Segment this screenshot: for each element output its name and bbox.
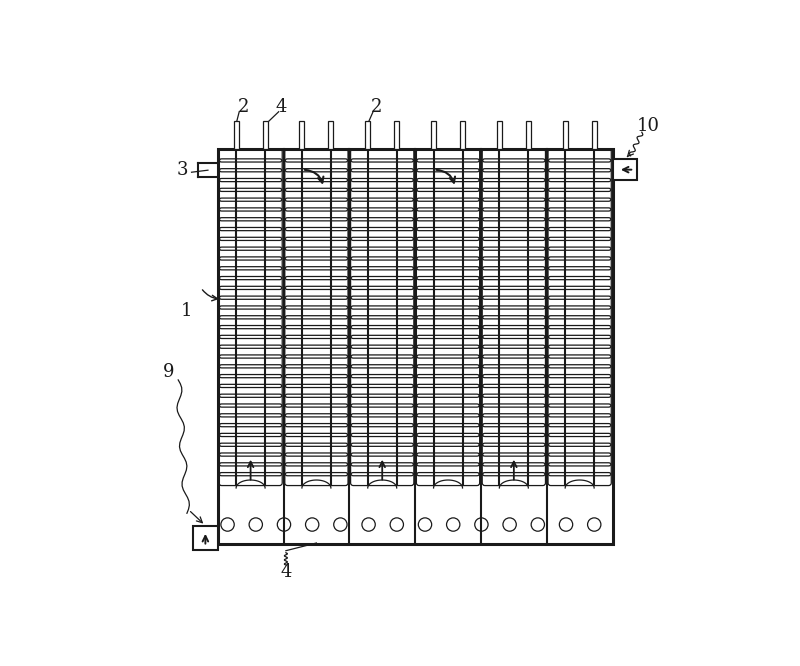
Bar xyxy=(460,121,465,149)
Bar xyxy=(193,525,218,550)
Bar xyxy=(394,121,399,149)
Text: 4: 4 xyxy=(280,563,291,581)
Text: 3: 3 xyxy=(177,161,189,178)
Bar xyxy=(218,149,613,544)
Bar xyxy=(328,121,334,149)
Bar xyxy=(262,121,268,149)
Text: 9: 9 xyxy=(163,363,174,381)
Bar xyxy=(497,121,502,149)
Bar xyxy=(591,121,597,149)
Bar xyxy=(431,121,436,149)
Text: 4: 4 xyxy=(275,98,286,116)
Bar xyxy=(365,121,370,149)
Bar xyxy=(613,159,637,180)
Text: 1: 1 xyxy=(181,302,193,320)
Bar xyxy=(562,121,568,149)
Text: 2: 2 xyxy=(238,98,249,116)
Text: 10: 10 xyxy=(637,117,660,135)
Text: 2: 2 xyxy=(371,98,382,116)
Bar xyxy=(526,121,531,149)
Bar xyxy=(299,121,305,149)
Bar xyxy=(234,121,238,149)
